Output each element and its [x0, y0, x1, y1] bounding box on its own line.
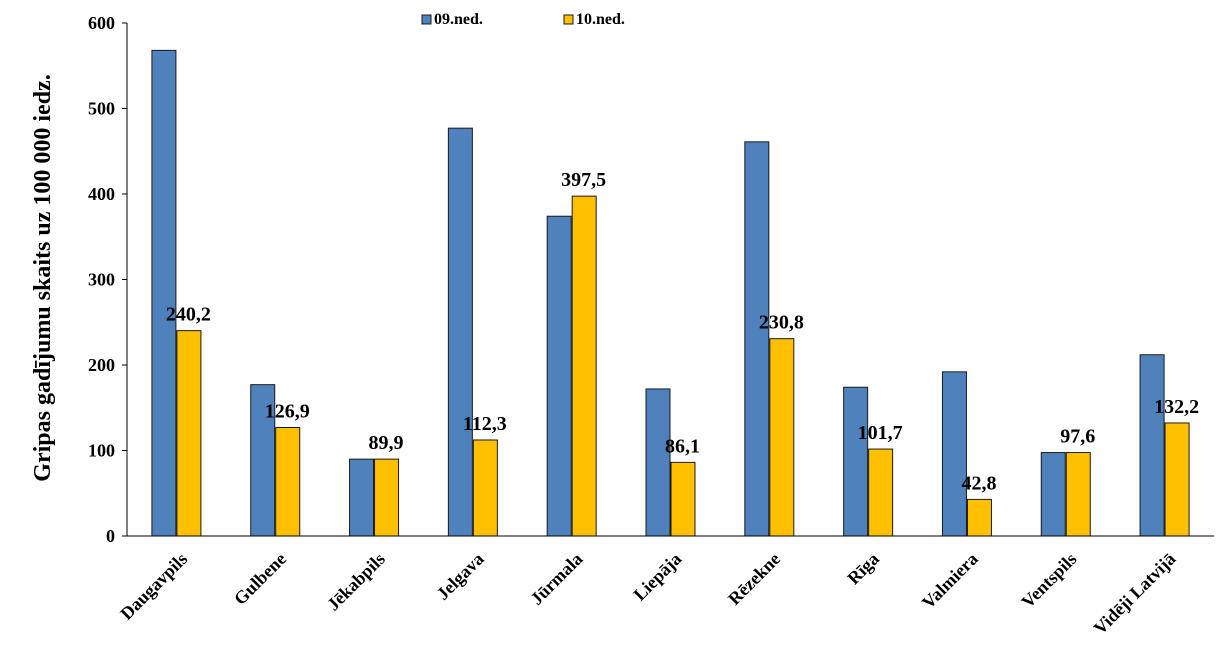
- y-ticks: 0 100 200 300 400 500 600: [88, 13, 127, 546]
- legend-swatch: [421, 14, 432, 25]
- legend: 09.ned. 10.ned.: [421, 11, 625, 28]
- data-label: 240,2: [166, 304, 211, 326]
- bar-week09: [1040, 452, 1066, 537]
- legend-label: 09.ned.: [434, 11, 483, 28]
- bar-week10: [374, 458, 400, 537]
- legend-swatch: [563, 14, 574, 25]
- y-axis-title-group: Gripas gadījumu skaits uz 100 000 iedz.: [30, 74, 56, 481]
- bar-week10: [1065, 452, 1091, 537]
- data-label: 112,3: [463, 413, 507, 435]
- bar-week09: [447, 127, 473, 537]
- y-axis-title: Gripas gadījumu skaits uz 100 000 iedz.: [30, 74, 56, 481]
- bar-week09: [645, 388, 671, 537]
- y-tick-label: 200: [88, 355, 115, 375]
- category-label: Jelgava: [433, 549, 488, 604]
- bar-week10: [868, 448, 894, 537]
- data-label: 101,7: [858, 422, 903, 444]
- bar-week09: [1139, 354, 1165, 537]
- legend-label: 10.ned.: [576, 11, 625, 28]
- bar-week10: [670, 461, 696, 537]
- bar-week09: [349, 458, 375, 537]
- data-labels: 240,2 126,9 89,9 112,3 397,5 86,1 230,8 101,7 42…: [166, 169, 1199, 494]
- category-label: Ventspils: [1017, 549, 1080, 612]
- bar-week09: [843, 386, 869, 537]
- bar-week09: [941, 371, 967, 537]
- category-label: Daugavpils: [116, 549, 191, 624]
- data-label: 126,9: [265, 401, 310, 423]
- category-label: Vidēji Latvijā: [1090, 549, 1180, 639]
- bar-week10: [275, 427, 301, 537]
- bar-week10: [571, 195, 597, 537]
- data-label: 97,6: [1060, 426, 1095, 448]
- bar-week10: [1164, 422, 1190, 537]
- bar-week09: [151, 49, 177, 537]
- data-label: 397,5: [561, 169, 606, 191]
- data-label: 230,8: [759, 312, 804, 334]
- category-labels: Daugavpils Gulbene Jēkabpils Jelgava Jūrmala…: [116, 549, 1179, 639]
- bar-week09: [546, 215, 572, 537]
- y-tick-label: 500: [88, 99, 115, 119]
- y-tick-label: 100: [88, 441, 115, 461]
- data-label: 132,2: [1154, 396, 1199, 418]
- category-label: Valmiera: [918, 549, 982, 613]
- category-label: Jēkabpils: [323, 549, 389, 615]
- bar-week09: [744, 141, 770, 537]
- y-tick-label: 400: [88, 184, 115, 204]
- category-label: Rīga: [843, 549, 883, 589]
- category-label: Gulbene: [230, 549, 290, 609]
- y-tick-label: 300: [88, 270, 115, 290]
- bar-week10: [769, 338, 795, 537]
- data-label: 42,8: [961, 472, 996, 494]
- data-label: 86,1: [665, 435, 700, 457]
- category-label: Rēzekne: [724, 549, 784, 609]
- category-label: Liepāja: [629, 549, 685, 605]
- bar-week10: [176, 330, 202, 537]
- bars: [151, 49, 1190, 537]
- bar-week10: [472, 439, 498, 537]
- category-label: Jūrmala: [526, 549, 586, 609]
- y-tick-label: 0: [106, 526, 115, 546]
- bar-week10: [966, 498, 992, 537]
- y-tick-label: 600: [88, 13, 115, 33]
- data-label: 89,9: [369, 432, 404, 454]
